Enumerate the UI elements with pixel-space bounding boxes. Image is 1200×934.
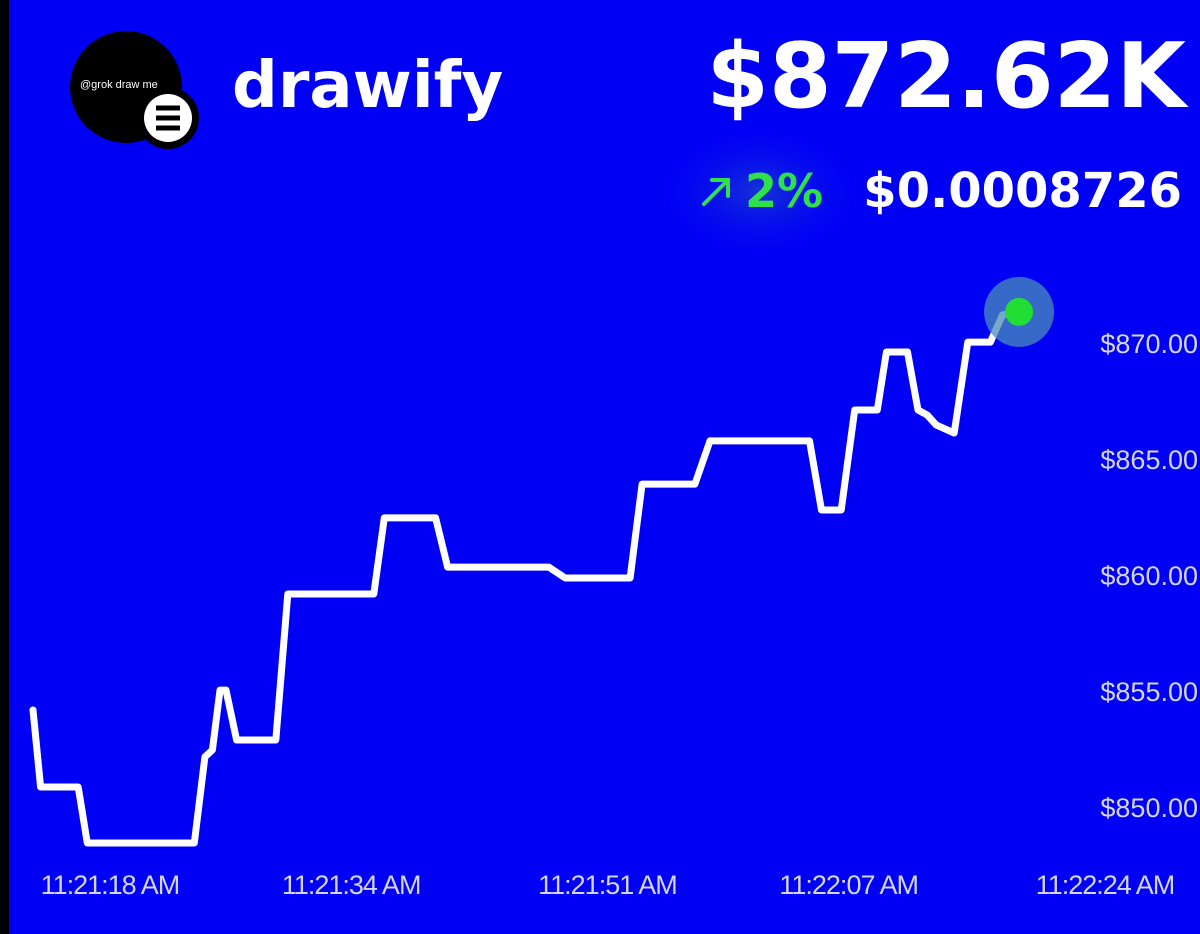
x-tick-label: 11:21:34 AM (282, 870, 421, 900)
avatar-text: @grok draw me (80, 79, 158, 91)
price: $0.0008726 (863, 163, 1182, 219)
y-tick-label: $870.00 (1100, 329, 1198, 359)
x-tick-label: 11:21:51 AM (538, 870, 677, 900)
y-tick-label: $855.00 (1100, 677, 1198, 707)
glow (650, 122, 870, 262)
up-arrow (702, 178, 730, 206)
y-tick-label: $850.00 (1100, 793, 1198, 823)
price-line (29, 308, 1023, 847)
y-tick-label: $865.00 (1100, 445, 1198, 475)
badge-icon (156, 105, 180, 131)
x-tick-label: 11:21:18 AM (41, 870, 180, 900)
left-edge (0, 0, 9, 934)
market-cap: $872.62K (706, 24, 1189, 129)
y-tick-label: $860.00 (1100, 561, 1198, 591)
end-dot (1005, 297, 1034, 326)
plot: $850.00 $855.00 $860.00 $865.00 $870.00 11:21… (29, 276, 1198, 900)
x-tick-label: 11:22:24 AM (1036, 870, 1175, 900)
token-name: drawify (232, 49, 503, 123)
change: 2% (745, 164, 823, 218)
x-tick-label: 11:22:07 AM (779, 870, 918, 900)
